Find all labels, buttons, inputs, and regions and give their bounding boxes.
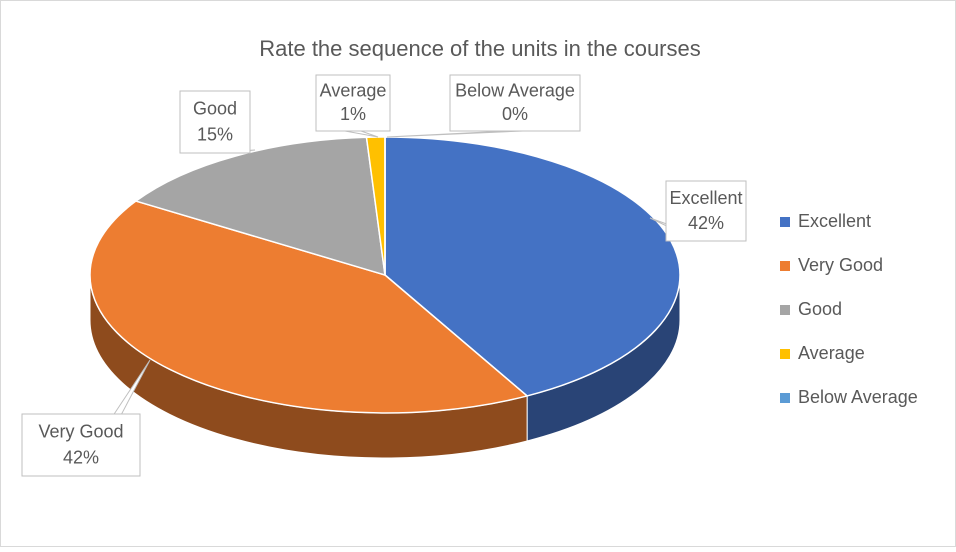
legend-label: Excellent: [798, 211, 871, 231]
callout-leader: [386, 130, 524, 138]
legend-swatch: [780, 305, 790, 315]
callout-box: [665, 180, 747, 242]
chart-title: Rate the sequence of the units in the co…: [259, 36, 701, 61]
data-label-value: 42%: [63, 447, 99, 467]
pie-slice: [89, 200, 528, 414]
legend-label: Good: [798, 299, 842, 319]
callout-box: [21, 413, 141, 477]
data-label-value: 15%: [197, 124, 233, 144]
data-label-name: Below Average: [455, 81, 575, 101]
legend-swatch: [780, 349, 790, 359]
legend-swatch: [780, 261, 790, 271]
callout-box: [179, 90, 251, 154]
pie-slice: [135, 136, 386, 276]
data-label-name: Excellent: [669, 188, 742, 208]
data-label-value: 42%: [688, 213, 724, 233]
legend-swatch: [780, 393, 790, 403]
data-label-name: Very Good: [38, 421, 123, 441]
callout-box: [449, 74, 581, 132]
callout-leader: [344, 130, 379, 138]
legend-label: Below Average: [798, 387, 918, 407]
legend-label: Very Good: [798, 255, 883, 275]
data-label-name: Good: [193, 98, 237, 118]
data-label-value: 1%: [340, 104, 366, 124]
data-label-name: Average: [320, 81, 387, 101]
data-label-value: 0%: [502, 104, 528, 124]
callout-box: [315, 74, 391, 132]
legend-label: Average: [798, 343, 865, 363]
legend-swatch: [780, 217, 790, 227]
